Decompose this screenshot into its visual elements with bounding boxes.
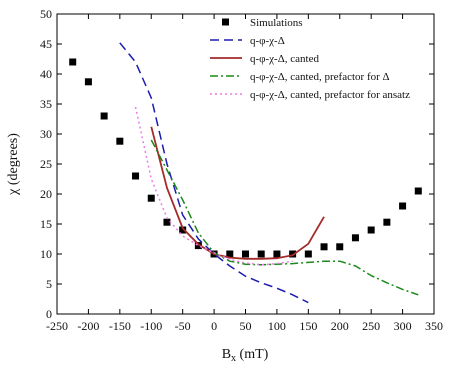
x-axis-title: Bx (mT) [222,347,269,364]
y-tick-label: 35 [40,97,52,111]
y-tick-label: 45 [40,37,52,51]
simulation-point [132,173,139,180]
legend-label: q-φ-χ-Δ, canted, prefactor for ansatz [250,89,410,101]
simulation-point [101,113,108,120]
legend-label: q-φ-χ-Δ, canted [250,53,319,65]
legend-label: q-φ-χ-Δ [250,35,285,47]
simulation-point [305,251,312,258]
x-tick-label: -100 [140,319,162,333]
ticks-layer: -250 -200 -150 -100 -50 0 50 100 150 200 250 300 350… [40,7,443,333]
x-tick-label: -50 [175,319,191,333]
x-tick-label: -150 [109,319,131,333]
y-tick-label: 0 [46,307,52,321]
x-axis-title-main: B [222,347,231,362]
y-tick-label: 40 [40,67,52,81]
x-tick-label: 350 [425,319,443,333]
simulation-point [69,59,76,66]
legend-marker [222,19,229,26]
simulation-point [116,138,123,145]
x-tick-label: -200 [77,319,99,333]
x-tick-label: 250 [362,319,380,333]
legend-label: Simulations [250,17,303,29]
simulation-point [273,251,280,258]
simulation-point [352,234,359,241]
simulation-point [336,243,343,250]
y-tick-label: 5 [46,277,52,291]
y-tick-label: 15 [40,217,52,231]
y-axis-title: χ (degrees) [6,133,21,196]
series-line-3 [151,140,418,295]
simulation-point [163,219,170,226]
simulation-point [258,251,265,258]
simulation-point [85,78,92,85]
x-tick-label: 150 [299,319,317,333]
simulation-point [415,188,422,195]
simulation-point [383,219,390,226]
x-tick-label: -250 [46,319,68,333]
simulation-point [321,243,328,250]
x-tick-label: 100 [268,319,286,333]
y-tick-label: 50 [40,7,52,21]
y-tick-label: 30 [40,127,52,141]
legend: Simulations q-φ-χ-Δ q-φ-χ-Δ, canted q-φ-χ-Δ… [210,17,410,101]
x-tick-label: 200 [331,319,349,333]
legend-label: q-φ-χ-Δ, canted, prefactor for Δ [250,71,390,83]
simulation-point [148,195,155,202]
series-line-2 [151,127,324,259]
y-tick-label: 25 [40,157,52,171]
x-axis-title-unit: (mT) [236,347,269,362]
simulation-point [368,227,375,234]
x-tick-label: 0 [211,319,217,333]
y-tick-label: 20 [40,187,52,201]
series-line-4 [136,107,293,265]
x-tick-label: 300 [394,319,412,333]
simulation-point [399,203,406,210]
y-tick-label: 10 [40,247,52,261]
simulation-point [242,251,249,258]
x-tick-label: 50 [240,319,252,333]
plot-frame [57,14,434,314]
